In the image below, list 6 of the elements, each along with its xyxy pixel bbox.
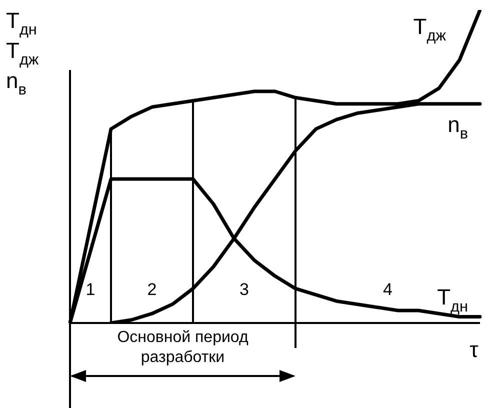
annotation: 2	[147, 280, 157, 299]
annotation: 3	[240, 280, 249, 299]
annotation: 4	[383, 280, 392, 299]
annotation: 1	[86, 280, 96, 299]
x-axis-title: τ	[470, 337, 479, 362]
text: Основной период разработки	[117, 329, 249, 366]
